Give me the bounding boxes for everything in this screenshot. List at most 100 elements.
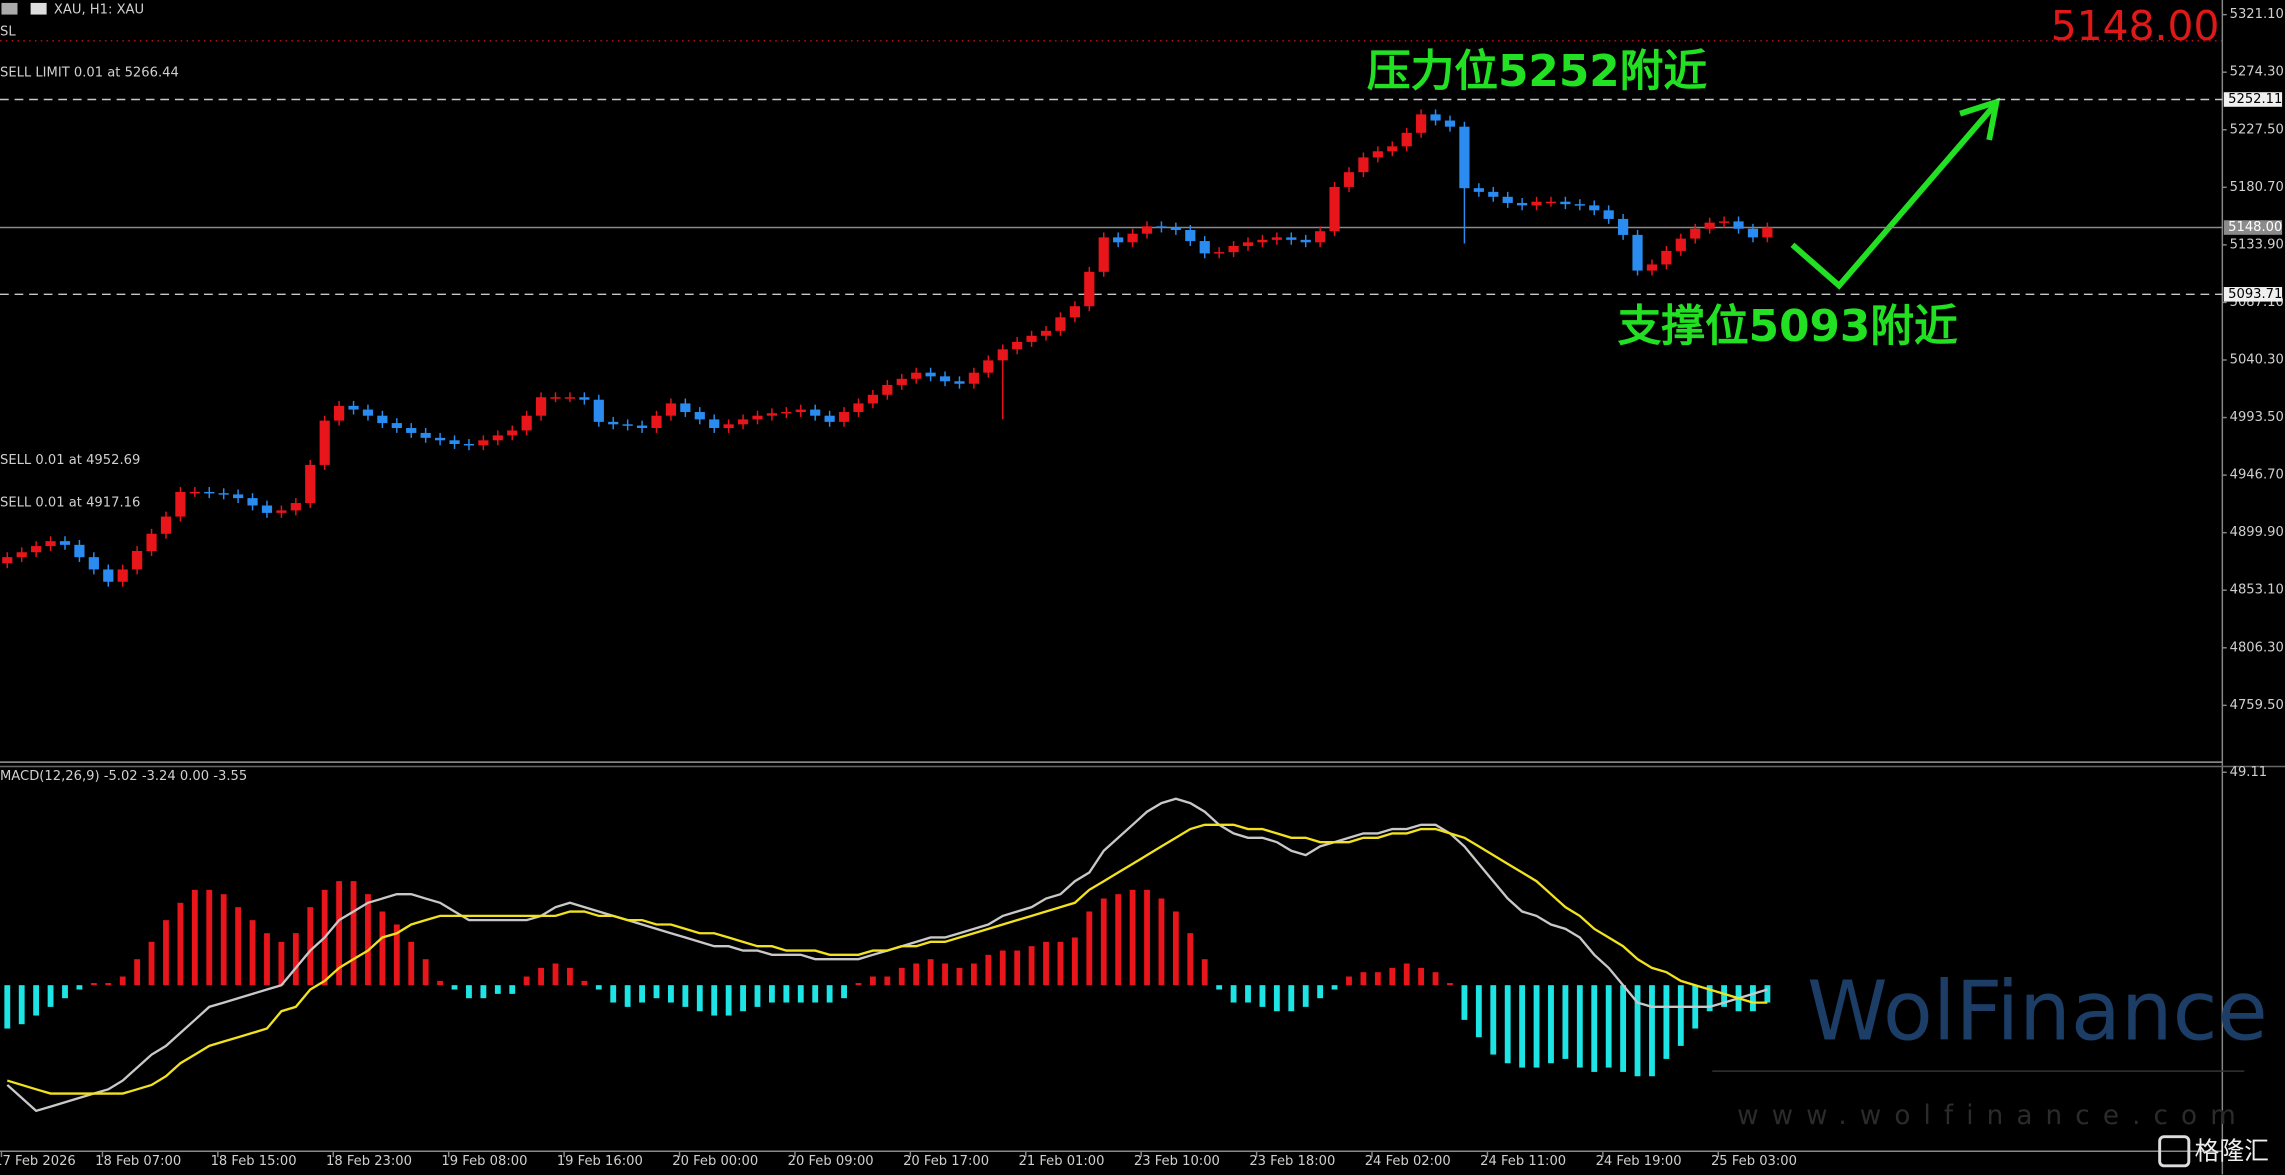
candle-body <box>132 550 143 570</box>
histogram-bar <box>624 985 631 1007</box>
logo-icon <box>2158 1135 2191 1168</box>
histogram-bar <box>249 920 256 986</box>
candle-body <box>1141 226 1153 234</box>
candle-body <box>463 443 475 446</box>
histogram-bar <box>1172 911 1179 986</box>
candle-body <box>1228 245 1239 253</box>
candle-body <box>1286 237 1297 240</box>
candle-body <box>1026 335 1037 342</box>
y-tick-label: 4993.50 <box>2230 410 2284 425</box>
candle-body <box>1632 234 1643 271</box>
candle-body <box>1661 250 1672 265</box>
candle-body <box>1589 205 1600 211</box>
histogram-bar <box>927 959 934 986</box>
candle-body <box>507 430 518 436</box>
histogram-bar <box>610 985 617 1003</box>
candle-body <box>1271 237 1282 240</box>
histogram-bar <box>33 985 40 1016</box>
candle-body <box>1185 229 1196 242</box>
x-tick-label: 17 Feb 2026 <box>0 1154 76 1169</box>
candle-body <box>1343 172 1355 187</box>
histogram-bar <box>437 980 444 986</box>
candle-body <box>434 437 446 441</box>
candle-body <box>723 424 734 429</box>
histogram-bar <box>898 967 905 986</box>
candle-body <box>853 403 864 413</box>
histogram-bar <box>1649 985 1655 1077</box>
histogram-bar <box>1158 898 1165 986</box>
candle-body <box>1718 221 1730 223</box>
histogram-bar <box>119 976 126 986</box>
histogram-bar <box>1115 894 1122 986</box>
y-tick-label: 4946.70 <box>2230 468 2284 483</box>
y-tick-label: 4759.50 <box>2230 698 2284 713</box>
candle-body <box>406 428 417 433</box>
histogram-bar <box>552 963 559 986</box>
candle-body <box>1459 126 1470 189</box>
histogram-bar <box>350 881 357 986</box>
x-tick-label: 18 Feb 23:00 <box>326 1154 412 1169</box>
candle-body <box>276 510 287 513</box>
histogram-bar <box>206 889 213 986</box>
candle-body <box>1574 204 1585 206</box>
histogram-bar <box>841 985 847 999</box>
histogram-bar <box>812 985 819 1003</box>
histogram-bar <box>682 985 689 1007</box>
candle-body <box>1502 196 1513 203</box>
histogram-bar <box>797 985 804 1003</box>
candle-body <box>362 409 374 416</box>
candle-body <box>1214 252 1225 254</box>
histogram-bar <box>1028 946 1035 986</box>
order-label: SELL LIMIT 0.01 at 5266.44 <box>0 65 179 80</box>
x-tick-label: 25 Feb 03:00 <box>1711 1154 1797 1169</box>
candle-body <box>737 419 749 425</box>
histogram-bar <box>466 985 472 999</box>
candle-body <box>968 372 979 384</box>
candle-body <box>954 381 965 384</box>
histogram-bar <box>970 963 977 986</box>
candle-body <box>348 405 359 410</box>
histogram-bar <box>942 963 948 986</box>
candle-body <box>31 546 42 553</box>
histogram-bar <box>869 976 876 986</box>
candle-body <box>334 405 345 421</box>
histogram-bar <box>711 985 718 1016</box>
histogram-bar <box>163 920 169 986</box>
histogram-bar <box>956 967 963 986</box>
histogram-bar <box>4 985 11 1029</box>
candle-body <box>1416 114 1427 133</box>
histogram-bar <box>668 985 674 1003</box>
candle-body <box>1372 151 1383 158</box>
candle-body <box>1387 146 1398 152</box>
candle-body <box>88 557 99 570</box>
y-tick-label: 4899.90 <box>2230 525 2284 540</box>
x-tick-label: 24 Feb 02:00 <box>1365 1154 1451 1169</box>
candle-body <box>1401 132 1412 147</box>
annotation: 压力位5252附近 <box>1367 46 1707 97</box>
candle-body <box>1127 233 1138 243</box>
histogram-bar <box>1043 941 1049 986</box>
histogram-bar <box>235 907 242 986</box>
candle-body <box>550 397 561 399</box>
histogram-bar <box>725 985 732 1016</box>
candle-body <box>247 498 258 506</box>
candle-body <box>117 569 128 582</box>
status: SL <box>0 25 16 40</box>
candle-body <box>1315 231 1326 243</box>
candle-body <box>896 378 907 385</box>
x-tick-label: 24 Feb 11:00 <box>1480 1154 1566 1169</box>
candle-body <box>579 397 590 400</box>
candle-body <box>925 372 936 377</box>
candle-body <box>1473 188 1484 192</box>
candle-body <box>1762 227 1773 238</box>
histogram-bar <box>480 985 487 999</box>
histogram-bar <box>1533 985 1540 1068</box>
histogram-bar <box>884 976 891 986</box>
x-tick-label: 19 Feb 16:00 <box>557 1154 643 1169</box>
candle-body <box>1329 186 1340 232</box>
candle-body <box>305 464 316 504</box>
histogram-bar <box>1302 985 1309 1007</box>
histogram-bar <box>538 967 544 986</box>
candle-body <box>810 409 821 416</box>
